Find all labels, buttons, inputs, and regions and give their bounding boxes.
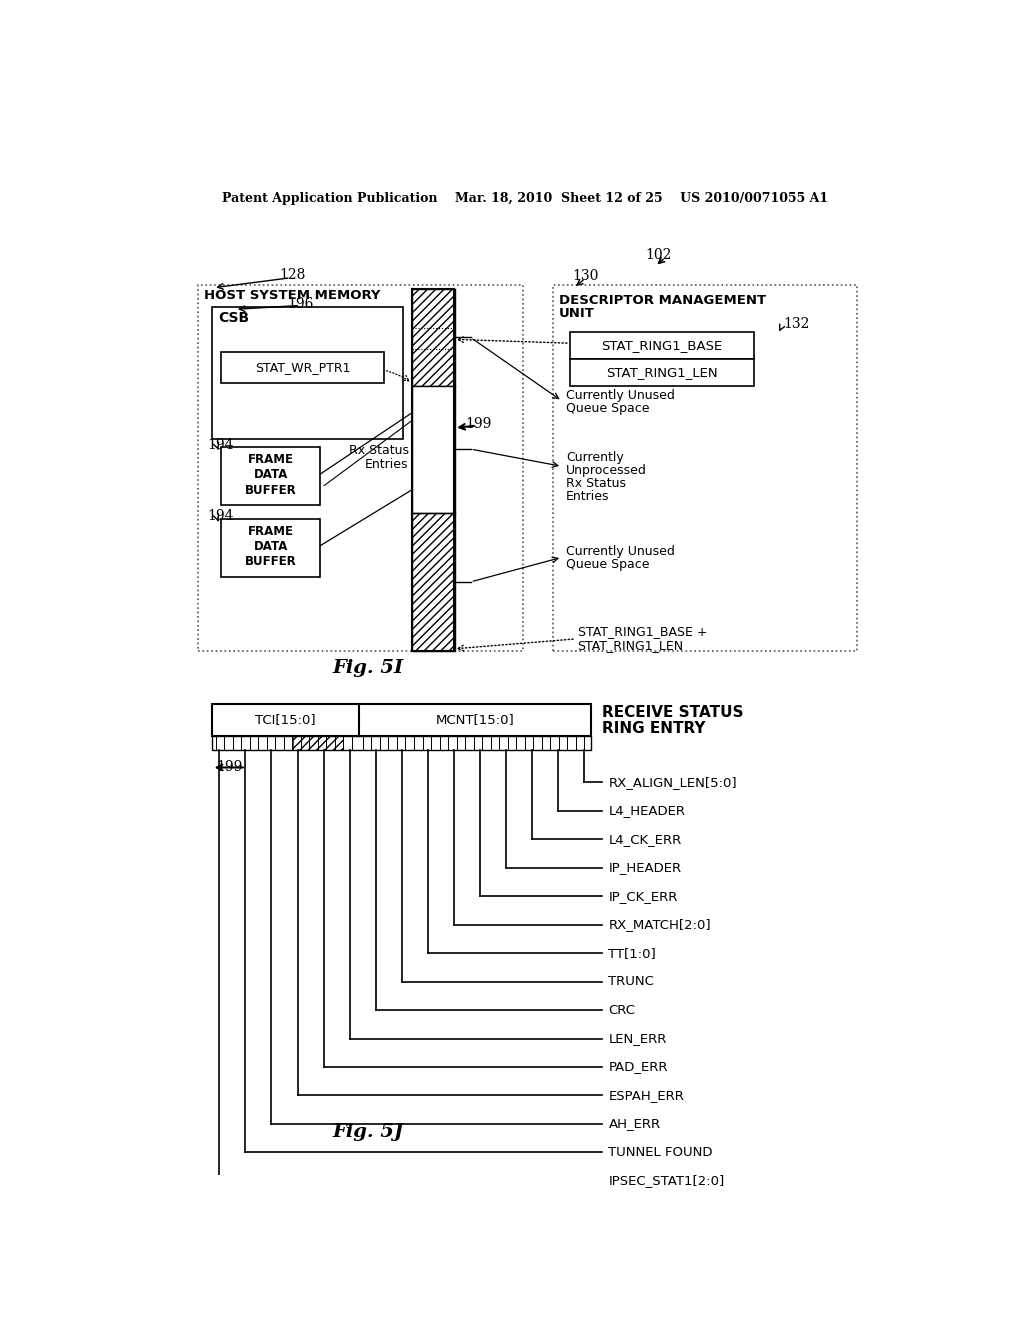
Text: Queue Space: Queue Space [566, 403, 649, 416]
Text: Rx Status: Rx Status [348, 445, 409, 458]
Text: 128: 128 [280, 268, 305, 282]
Text: 194: 194 [207, 438, 233, 451]
Text: TRUNC: TRUNC [608, 975, 654, 989]
Text: BUFFER: BUFFER [245, 483, 297, 496]
Text: AH_ERR: AH_ERR [608, 1118, 660, 1130]
Text: Currently Unused: Currently Unused [566, 545, 675, 557]
Text: BUFFER: BUFFER [245, 556, 297, 569]
Text: 199: 199 [216, 760, 243, 774]
Bar [293, 737, 343, 750]
Bar [212, 737, 592, 750]
Text: 130: 130 [572, 269, 598, 284]
Text: Queue Space: Queue Space [566, 557, 649, 570]
Text: Entries: Entries [365, 458, 409, 471]
Text: Patent Application Publication    Mar. 18, 2010  Sheet 12 of 25    US 2010/00710: Patent Application Publication Mar. 18, … [222, 191, 827, 205]
Text: TT[1:0]: TT[1:0] [608, 946, 656, 960]
Text: RECEIVE STATUS: RECEIVE STATUS [602, 705, 743, 721]
Text: DATA: DATA [253, 540, 288, 553]
Text: Currently: Currently [566, 450, 624, 463]
Text: 102: 102 [646, 248, 672, 261]
Text: IP_CK_ERR: IP_CK_ERR [608, 890, 678, 903]
Text: FRAME: FRAME [248, 453, 294, 466]
Text: Entries: Entries [566, 490, 609, 503]
Bar [221, 519, 321, 577]
Text: RING ENTRY: RING ENTRY [602, 721, 706, 735]
Text: Fig. 5I: Fig. 5I [333, 659, 403, 677]
Text: Currently Unused: Currently Unused [566, 389, 675, 403]
Bar [212, 704, 592, 737]
Bar [413, 385, 454, 512]
Text: HOST SYSTEM MEMORY: HOST SYSTEM MEMORY [204, 289, 381, 302]
Text: TCI[15:0]: TCI[15:0] [255, 713, 315, 726]
Text: STAT_WR_PTR1: STAT_WR_PTR1 [255, 362, 350, 375]
Text: TUNNEL FOUND: TUNNEL FOUND [608, 1146, 713, 1159]
Text: RX_MATCH[2:0]: RX_MATCH[2:0] [608, 917, 711, 931]
Bar [413, 512, 454, 651]
Text: LEN_ERR: LEN_ERR [608, 1032, 667, 1045]
Text: IP_HEADER: IP_HEADER [608, 861, 682, 874]
Text: STAT_RING1_BASE: STAT_RING1_BASE [601, 339, 723, 351]
Bar [413, 289, 454, 385]
Text: Unprocessed: Unprocessed [566, 463, 647, 477]
Text: Fig. 5J: Fig. 5J [333, 1123, 403, 1142]
Bar [293, 737, 343, 750]
Bar [569, 359, 755, 385]
Text: RX_ALIGN_LEN[5:0]: RX_ALIGN_LEN[5:0] [608, 776, 737, 788]
Text: 199: 199 [465, 417, 492, 432]
Bar [221, 352, 384, 383]
Bar [212, 308, 403, 440]
Text: ESPAH_ERR: ESPAH_ERR [608, 1089, 684, 1102]
Text: Rx Status: Rx Status [566, 477, 626, 490]
Text: DATA: DATA [253, 469, 288, 482]
Text: L4_CK_ERR: L4_CK_ERR [608, 833, 682, 846]
Text: STAT_RING1_BASE +: STAT_RING1_BASE + [578, 626, 707, 639]
Text: DESCRIPTOR MANAGEMENT: DESCRIPTOR MANAGEMENT [559, 294, 766, 308]
Bar [198, 285, 523, 651]
Text: UNIT: UNIT [559, 308, 595, 321]
Text: IPSEC_STAT1[2:0]: IPSEC_STAT1[2:0] [608, 1175, 725, 1188]
Text: PAD_ERR: PAD_ERR [608, 1060, 668, 1073]
Text: L4_HEADER: L4_HEADER [608, 804, 685, 817]
Text: STAT_RING1_LEN: STAT_RING1_LEN [606, 366, 718, 379]
Bar [569, 331, 755, 359]
Text: MCNT[15:0]: MCNT[15:0] [436, 713, 515, 726]
Bar [221, 447, 321, 506]
Bar [413, 289, 454, 385]
Text: STAT_RING1_LEN: STAT_RING1_LEN [578, 639, 684, 652]
Bar [553, 285, 856, 651]
Text: 132: 132 [783, 317, 809, 331]
Bar [413, 512, 454, 651]
Text: FRAME: FRAME [248, 524, 294, 537]
Text: 194: 194 [207, 508, 233, 523]
Text: CRC: CRC [608, 1003, 636, 1016]
Text: 196: 196 [287, 297, 313, 312]
Text: CSB: CSB [218, 310, 249, 325]
